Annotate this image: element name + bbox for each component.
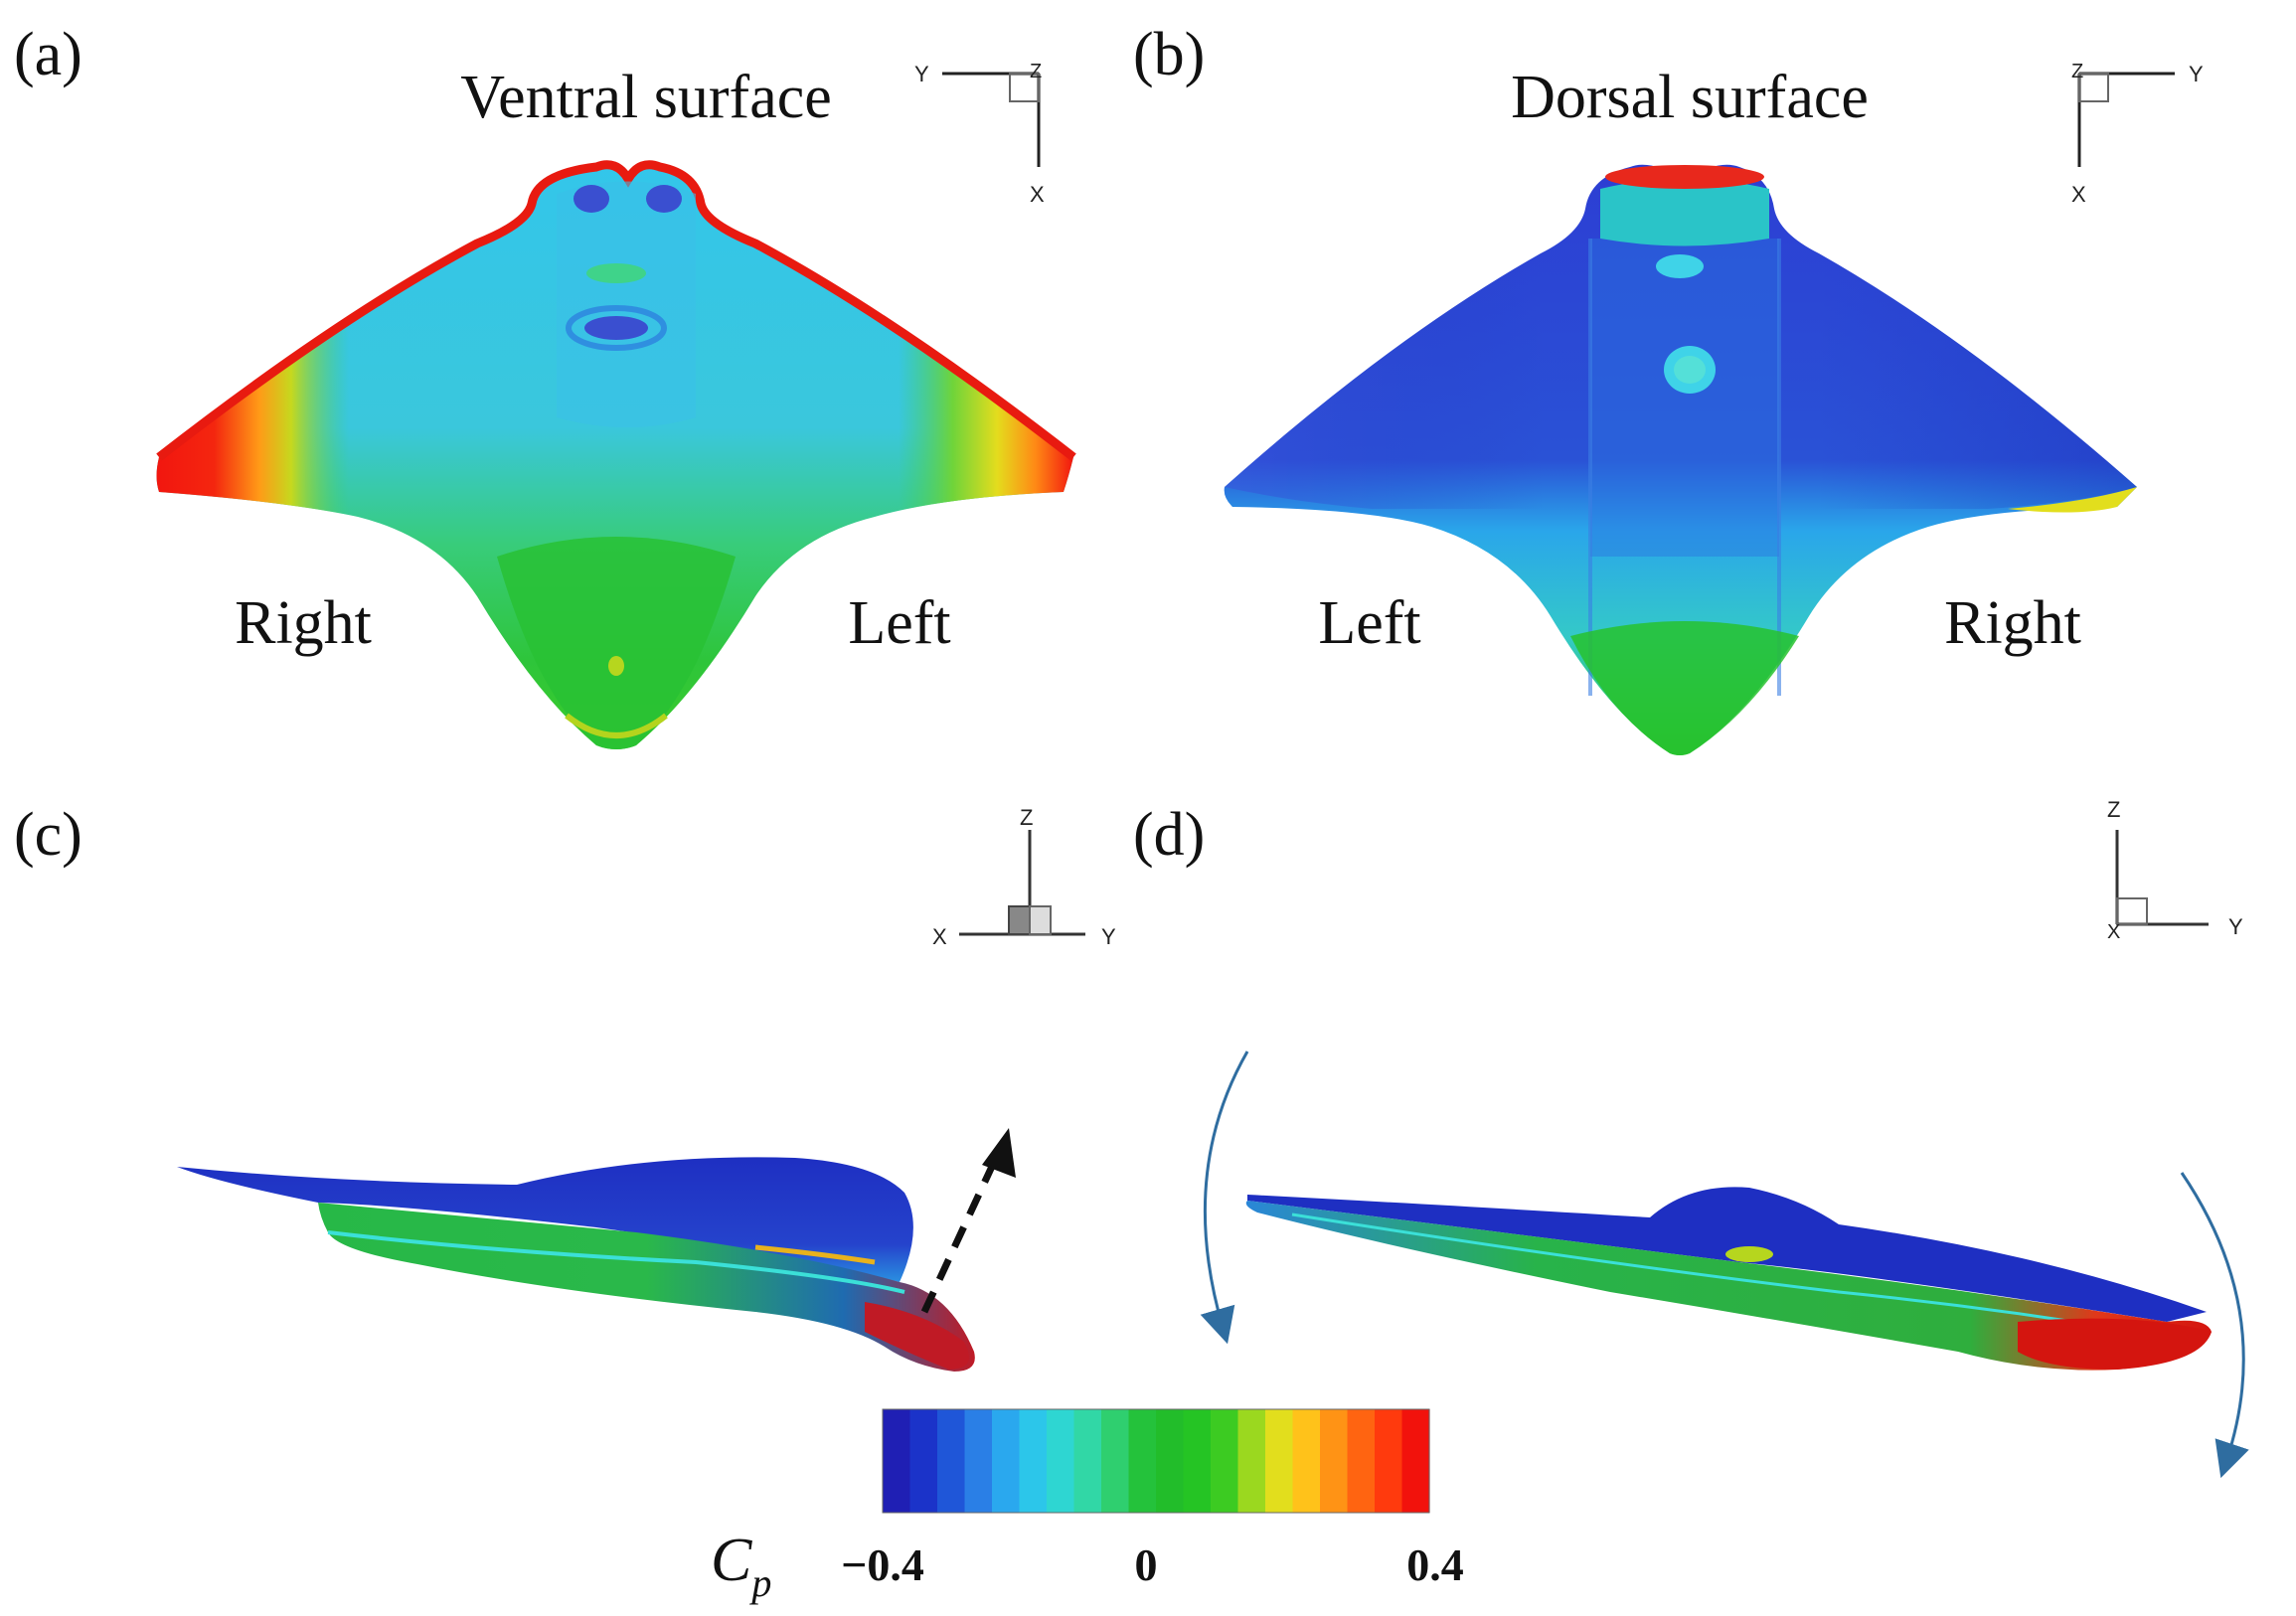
colorbar-cell [1128, 1409, 1157, 1513]
colorbar-cell [1019, 1409, 1048, 1513]
panel-b-title: Dorsal surface [1511, 64, 1869, 131]
panel-c: (c) Z X Y [14, 801, 1116, 1372]
side-view-d-center-spot [1725, 1246, 1773, 1262]
dorsal-lower-green [1570, 621, 1799, 755]
axis-z-label: Z [2071, 61, 2083, 82]
colorbar-cell [937, 1409, 966, 1513]
ventral-mouth-spot-ring [566, 305, 667, 351]
ventral-tail-spot [608, 656, 624, 676]
axis-x-label: X [1030, 182, 1045, 207]
colorbar-cell [964, 1409, 993, 1513]
colorbar-symbol: Cp [711, 1527, 771, 1605]
colorbar-cell [1320, 1409, 1349, 1513]
panel-d-label: (d) [1133, 801, 1205, 869]
colorbar-frame [882, 1408, 1430, 1514]
side-view-fin-tip [865, 1302, 969, 1370]
ventral-left-wing-pressure [156, 243, 477, 517]
colorbar-cell [1073, 1409, 1102, 1513]
ventral-head-region [557, 181, 696, 427]
axis-y-label: Y [2228, 914, 2243, 939]
ventral-leading-edge [156, 160, 1076, 461]
rotation-arrow-left [1200, 1050, 1249, 1345]
panel-a-axes: Y Z X [914, 61, 1045, 207]
axis-x-label: X [932, 924, 947, 949]
ventral-tail-edge [565, 713, 668, 738]
ventral-right-wing-pressure [755, 243, 1073, 517]
panel-b: (b) Dorsal surface Left Right Z Y X [1133, 21, 2204, 755]
colorbar-symbol-main: C [711, 1527, 752, 1594]
colorbar-cell [992, 1409, 1021, 1513]
ventral-head-spot-2 [646, 185, 682, 213]
colorbar-cell [1237, 1409, 1266, 1513]
dorsal-mid-spot-core [1674, 356, 1706, 384]
ventral-green-band [586, 263, 646, 283]
colorbar-cell [1292, 1409, 1321, 1513]
colorbar-tick-mid: 0 [1135, 1539, 1158, 1590]
panel-d-axes: Z X Y [2107, 797, 2243, 943]
axis-y-label: Y [1101, 924, 1116, 949]
axis-y-label: Y [2189, 62, 2204, 86]
ventral-lower-region [497, 537, 736, 749]
colorbar-cell [1265, 1409, 1294, 1513]
axis-x-label: X [2071, 182, 2086, 207]
side-view-d-body [1245, 1201, 2212, 1371]
motion-direction-arrowhead [982, 1128, 1016, 1178]
axis-x-label: X [2107, 921, 2120, 943]
colorbar-cell [1401, 1409, 1430, 1513]
panel-a-side-left-label: Left [848, 589, 950, 657]
side-view-wing-edge [754, 1244, 876, 1265]
panel-b-side-right-label: Right [1944, 589, 2081, 657]
colorbar-cell [1375, 1409, 1403, 1513]
colorbar-tick-max: 0.4 [1406, 1539, 1464, 1590]
panel-c-label: (c) [14, 801, 82, 869]
side-view-body [318, 1203, 975, 1372]
colorbar-cell [1347, 1409, 1376, 1513]
panel-a: (a) Ventral surface Right Left Y Z X [14, 21, 1076, 749]
colorbar: Cp −0.4 0 0.4 [711, 1408, 1464, 1605]
panel-a-title: Ventral surface [460, 64, 832, 131]
side-view-lower-edge [327, 1230, 905, 1294]
dorsal-spine-band [1590, 239, 1779, 557]
panel-b-label: (b) [1133, 21, 1205, 88]
side-view-d-lower-edge [1291, 1212, 2138, 1334]
colorbar-cell [1183, 1409, 1212, 1513]
axis-z-label: Z [1030, 61, 1042, 82]
panel-d: (d) Z X Y [1133, 797, 2249, 1479]
colorbar-cell [883, 1409, 911, 1513]
panel-c-axes: Z X Y [932, 805, 1116, 949]
ventral-mouth-spot [584, 316, 648, 340]
colorbar-cell [909, 1409, 938, 1513]
colorbar-cell [1047, 1409, 1075, 1513]
panel-a-side-right-label: Right [235, 589, 372, 657]
panel-b-side-left-label: Left [1318, 589, 1420, 657]
axis-z-label: Z [2107, 797, 2120, 822]
side-view-top-surface [177, 1157, 913, 1282]
colorbar-cell [1211, 1409, 1239, 1513]
dorsal-head-spot [1656, 254, 1704, 278]
dorsal-head-region [1600, 179, 1769, 246]
ventral-head-spot [574, 185, 609, 213]
colorbar-symbol-sub: p [748, 1560, 771, 1605]
colorbar-cell [1156, 1409, 1185, 1513]
axis-z-label: Z [1020, 805, 1033, 830]
colorbar-tick-min: −0.4 [841, 1539, 924, 1590]
rotation-arrow-right [2180, 1172, 2249, 1479]
side-view-d-tail [2018, 1318, 2212, 1370]
panel-b-axes: Z Y X [2071, 61, 2204, 207]
colorbar-cells [883, 1409, 1430, 1513]
dorsal-right-tip [2008, 487, 2137, 513]
motion-direction-arrow [920, 1156, 1000, 1314]
axis-y-label: Y [914, 62, 929, 86]
colorbar-cell [1101, 1409, 1130, 1513]
dorsal-head-red [1605, 165, 1764, 189]
panel-a-label: (a) [14, 21, 82, 88]
